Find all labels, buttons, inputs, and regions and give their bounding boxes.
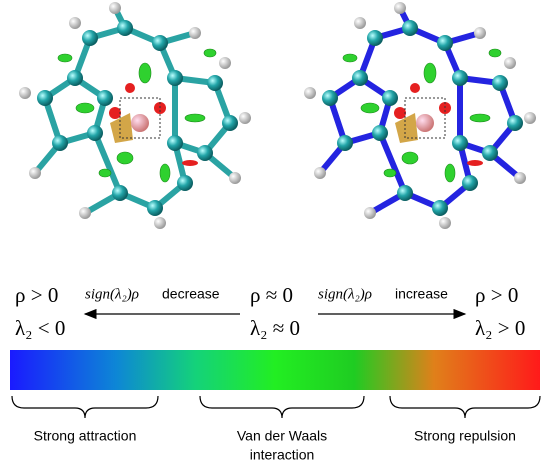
rho-left: ρ > 0: [15, 283, 58, 307]
label-vdw: Van der Waals: [237, 428, 327, 444]
braces: [11, 395, 541, 419]
arrow-word-left: decrease: [162, 286, 220, 302]
lambda-right: λ₂ > 0: [475, 316, 525, 340]
lambda-left: λ₂ < 0: [15, 316, 65, 340]
sign-expr-right: sign(λ₂)ρ: [318, 286, 372, 302]
label-repulsion: Strong repulsion: [414, 428, 516, 444]
sign-expr-left: sign(λ₂)ρ: [85, 286, 139, 302]
label-attraction: Strong attraction: [34, 428, 137, 444]
rho-right: ρ > 0: [475, 283, 518, 307]
label-vdw: interaction: [250, 447, 315, 463]
lambda-center: λ₂ ≈ 0: [250, 316, 300, 340]
arrow-word-right: increase: [395, 286, 448, 302]
molecule-right: [304, 2, 536, 229]
color-bar: [10, 350, 540, 390]
molecule-left: [19, 2, 251, 229]
rho-center: ρ ≈ 0: [250, 283, 293, 307]
